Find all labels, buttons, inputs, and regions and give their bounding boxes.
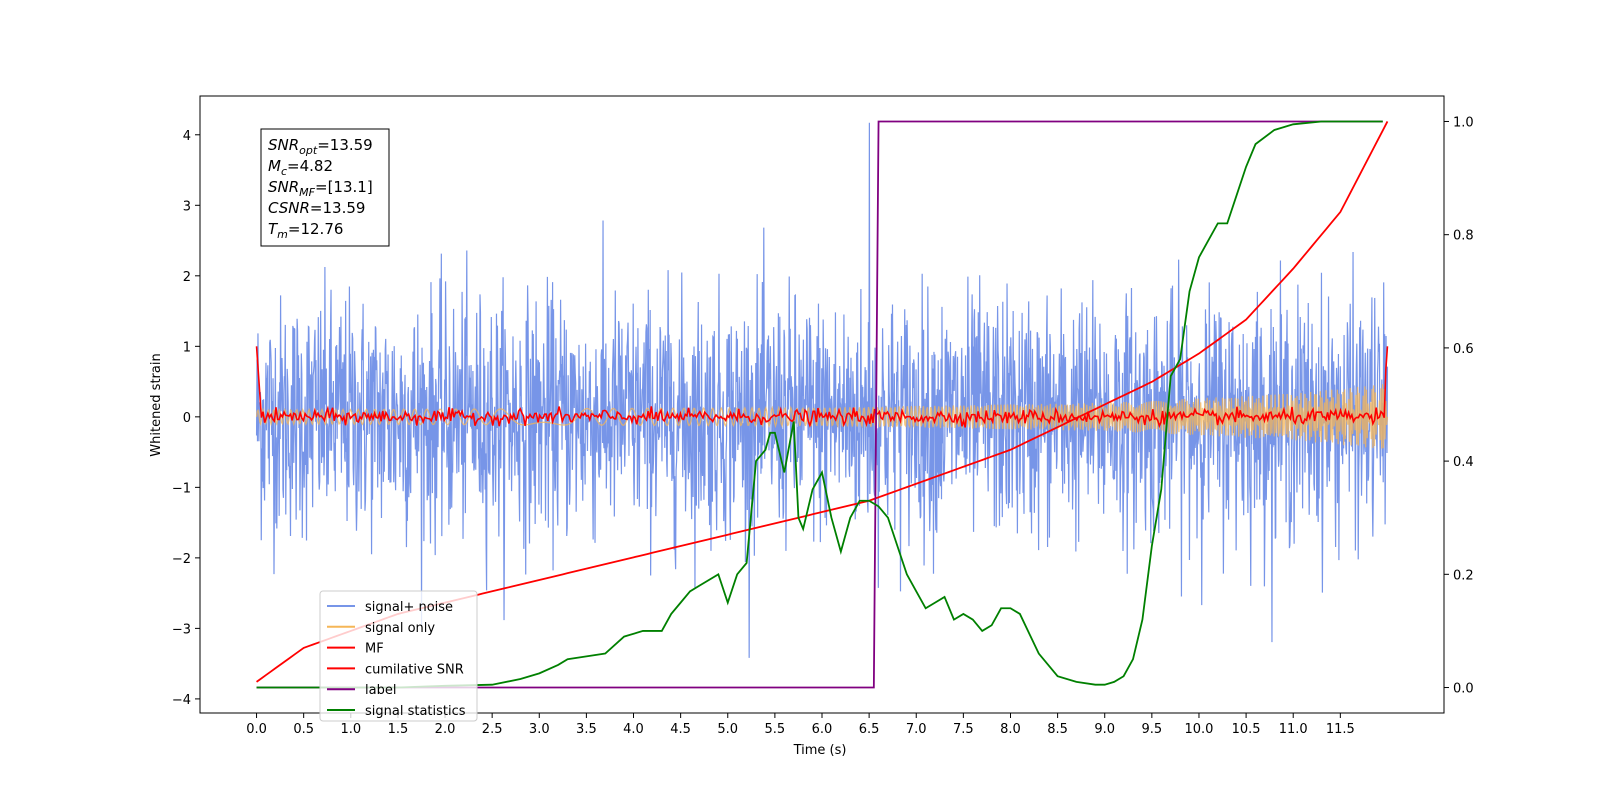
y-axis-label: Whitened strain [149,353,164,456]
x-tick-label: 3.5 [576,722,597,737]
y-tick-label: −1 [172,481,191,496]
x-tick-label: 1.0 [340,722,361,737]
info-annotation-box: SNRopt=13.59Mc=4.82SNRMF=[13.1]CSNR=13.5… [260,128,390,247]
x-tick-label: 5.0 [717,722,738,737]
x-tick-label: 2.0 [435,722,456,737]
x-tick-label: 3.0 [529,722,550,737]
y-tick-label: −4 [172,693,191,708]
x-tick-label: 10.5 [1232,722,1261,737]
info-box-frame [260,128,390,247]
x-tick-label: 2.5 [482,722,503,737]
info-symbol: CSNR [268,199,310,217]
info-subscript: c [281,165,287,178]
x-tick-label: 7.5 [953,722,974,737]
series-signal-only [255,384,1389,449]
y-tick-label: 3 [183,199,191,214]
info-value: =12.76 [288,220,344,238]
legend-entry: signal only [365,621,435,636]
info-value: =13.59 [317,136,373,154]
legend-entry: cumilative SNR [365,662,464,677]
x-tick-label: 11.5 [1326,722,1355,737]
info-symbol: T [268,220,279,238]
y-right-tick-label: 0.0 [1453,682,1474,697]
x-tick-label: 7.0 [906,722,927,737]
info-symbol: SNR [268,136,299,154]
x-tick-label: 0.0 [246,722,267,737]
info-line: CSNR=13.59 [268,199,365,217]
info-value: =[13.1] [315,178,373,196]
x-tick-label: 1.5 [388,722,409,737]
info-line: Tm=12.76 [268,220,343,241]
ticks-layer: 0.0 0.5 1.0 1.5 2.0 2.5 3.0 3.5 4.0 4.5 5.0 5.5 6.0 6… [172,115,1474,737]
info-symbol: M [268,157,281,175]
series-label [256,120,1383,689]
x-tick-label: 9.5 [1142,722,1163,737]
legend-entry: signal statistics [365,704,466,719]
x-tick-label: 4.0 [623,722,644,737]
legend-entry: label [365,683,396,698]
series-mf [255,346,1389,429]
x-tick-label: 8.5 [1047,722,1068,737]
y-right-tick-label: 1.0 [1453,115,1474,130]
legend-frame [319,590,478,722]
info-subscript: m [277,228,288,241]
x-tick-label: 5.5 [765,722,786,737]
x-tick-label: 10.0 [1184,722,1213,737]
y-tick-label: 2 [183,270,191,285]
info-line: SNRMF=[13.1] [268,178,373,199]
y-tick-label: −3 [172,622,191,637]
x-tick-label: 6.5 [859,722,880,737]
info-symbol: SNR [268,178,299,196]
x-tick-label: 8.0 [1000,722,1021,737]
info-line: SNRopt=13.59 [268,136,373,157]
y-tick-label: 0 [183,411,191,426]
y-tick-label: 4 [183,129,191,144]
info-subscript: opt [299,144,318,157]
x-tick-label: 4.5 [670,722,691,737]
y-tick-label: 1 [183,340,191,355]
info-value: =4.82 [287,157,333,175]
series-signal-statistics [256,120,1383,689]
x-tick-label: 6.0 [812,722,833,737]
info-subscript: MF [299,186,315,199]
x-tick-label: 0.5 [293,722,314,737]
y-right-tick-label: 0.4 [1453,455,1474,470]
y-tick-label: −2 [172,552,191,567]
x-axis-label: Time (s) [793,743,847,758]
legend-entry: signal+ noise [365,600,453,615]
x-tick-label: 11.0 [1279,722,1308,737]
y-right-tick-label: 0.6 [1453,342,1474,357]
series-signal-plus-noise [255,122,1389,658]
x-tick-label: 9.0 [1094,722,1115,737]
legend: signal+ noise signal only MF cumilative SNR… [319,590,478,722]
y-right-tick-label: 0.2 [1453,568,1474,583]
y-right-tick-label: 0.8 [1453,229,1474,244]
legend-entry: MF [365,642,384,657]
info-value: =13.59 [310,199,366,217]
info-line: Mc=4.82 [268,157,333,178]
